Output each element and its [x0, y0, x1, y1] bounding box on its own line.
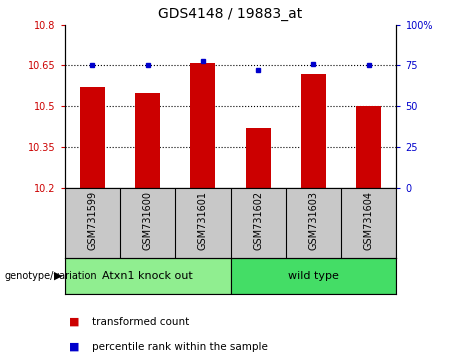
Bar	[230, 258, 396, 294]
Text: percentile rank within the sample: percentile rank within the sample	[92, 342, 268, 352]
Bar	[356, 106, 381, 188]
Bar	[80, 87, 105, 188]
Bar	[65, 258, 230, 294]
Text: wild type: wild type	[288, 271, 339, 281]
Bar	[246, 128, 271, 188]
Text: transformed count: transformed count	[92, 317, 189, 327]
Bar	[301, 74, 326, 188]
Text: GSM731600: GSM731600	[142, 191, 153, 250]
Bar	[190, 63, 215, 188]
Text: GSM731599: GSM731599	[87, 191, 97, 250]
Text: ■: ■	[69, 317, 80, 327]
Text: Atxn1 knock out: Atxn1 knock out	[102, 271, 193, 281]
Text: ■: ■	[69, 342, 80, 352]
Text: GSM731601: GSM731601	[198, 191, 208, 250]
Text: GSM731602: GSM731602	[253, 191, 263, 250]
Text: genotype/variation: genotype/variation	[5, 271, 97, 281]
Text: ▶: ▶	[54, 271, 63, 281]
Bar	[135, 93, 160, 188]
Text: GSM731603: GSM731603	[308, 191, 319, 250]
Text: GSM731604: GSM731604	[364, 191, 374, 250]
Title: GDS4148 / 19883_at: GDS4148 / 19883_at	[159, 7, 302, 21]
